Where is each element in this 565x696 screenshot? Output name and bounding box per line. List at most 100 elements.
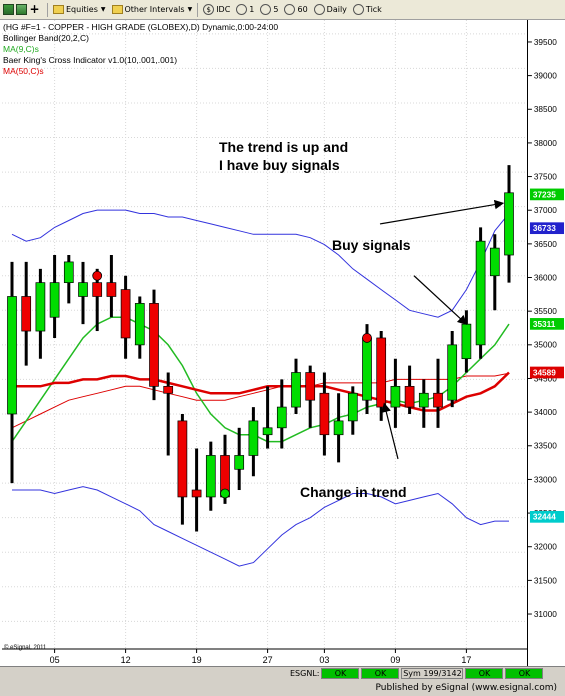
candle-up[interactable] [78,282,88,297]
candle-down[interactable] [433,392,443,408]
toolbar-icons: + [0,1,45,19]
candle-up[interactable] [234,455,245,470]
candle-down[interactable] [163,385,174,394]
price-label-box [529,318,565,330]
status-ok-1: OK [321,668,360,679]
legend-ma50: MA(50,C)s [3,66,44,76]
price-label: 36733 [533,224,556,233]
candle-up[interactable] [291,372,301,408]
candle-down[interactable] [319,392,330,436]
equities-dropdown[interactable]: Equities ▼ [50,1,109,19]
y-tick-label: 34500 [534,374,557,383]
other-intervals-dropdown[interactable]: Other Intervals ▼ [109,1,196,19]
candle-up[interactable] [35,282,46,332]
candle-down[interactable] [404,385,415,408]
x-tick-label: 19 [192,655,202,665]
candle-up[interactable] [504,192,514,256]
chevron-down-icon: ▼ [100,6,106,13]
status-ok-1-label: OK [334,669,347,678]
candle-down[interactable] [177,420,188,498]
toolbar-separator [197,2,199,17]
candle-up[interactable] [63,261,74,284]
candle-up[interactable] [205,455,216,498]
clock-icon [236,4,248,15]
chart-icon[interactable] [3,4,14,15]
candle-up[interactable] [262,427,273,436]
y-tick-label: 33500 [534,442,557,451]
footer: Published by eSignal (www.esignal.com) [0,680,565,696]
candle-up[interactable] [276,406,287,429]
candle-up[interactable] [461,323,472,360]
folder-icon [111,5,123,14]
price-label-box [529,366,565,379]
candle-up[interactable] [362,337,372,401]
y-tick-label: 32000 [534,543,557,552]
esgnl-label: ESGNL: [290,669,320,678]
ma50-line [12,371,510,412]
chart-legend: (HG #F=1 - COPPER - HIGH GRADE (GLOBEX),… [3,22,278,77]
candle-up[interactable] [134,303,145,346]
candle-up[interactable] [390,385,401,408]
legend-symbol: (HG #F=1 - COPPER - HIGH GRADE (GLOBEX),… [3,22,279,32]
annotation-buy-signals: Buy signals [332,237,411,253]
candle-down[interactable] [191,489,202,498]
interval-5-label: 5 [273,5,279,14]
x-tick-label: 12 [121,655,131,665]
y-tick-label: 31500 [534,576,557,585]
tick-button[interactable]: Tick [350,1,385,19]
candle-down[interactable] [21,296,32,332]
candle-up[interactable] [347,392,358,422]
y-tick-label: 36500 [534,240,557,249]
candle-up[interactable] [248,420,259,456]
y-tick-label: 34000 [534,408,557,417]
daily-label: Daily [326,5,347,14]
interval-1-button[interactable]: 1 [233,1,257,19]
clock-icon [313,4,325,15]
candle-up[interactable] [489,247,500,277]
price-axis[interactable]: 3100031500320003250033000335003400034500… [527,20,565,666]
candle-down[interactable] [92,282,103,297]
symbol-count-label: Sym 199/3142 [403,669,462,678]
idc-button[interactable]: $ IDC [200,1,233,19]
signal-dot [362,333,372,343]
candle-up[interactable] [475,240,486,346]
interval-60-label: 60 [297,5,308,14]
candle-up[interactable] [333,420,344,436]
status-ok-2: OK [361,668,400,679]
ma50-thin-line [11,372,510,429]
price-label: 32444 [533,513,556,522]
candle-up[interactable] [7,296,17,415]
daily-button[interactable]: Daily [311,1,350,19]
candle-down[interactable] [305,372,316,401]
candle-up[interactable] [418,392,429,408]
add-icon[interactable]: + [29,2,40,16]
candle-up[interactable] [447,344,458,401]
candle-up[interactable] [49,282,60,318]
equities-label: Equities [66,5,98,14]
chart-type-icon[interactable] [16,4,27,15]
candle-down[interactable] [149,303,159,387]
status-ok-3: OK [465,668,504,679]
arrow-to-latest-bar [379,199,505,225]
interval-60-button[interactable]: 60 [281,1,310,19]
toolbar-separator [47,2,48,17]
chevron-down-icon: ▼ [187,6,193,13]
x-tick-label: 27 [263,655,273,665]
candle-down[interactable] [376,337,387,408]
legend-ma9: MA(9,C)s [3,44,39,54]
legend-bollinger: Bollinger Band(20,2,C) [3,33,89,43]
interval-5-button[interactable]: 5 [257,1,281,19]
status-ok-2-label: OK [374,669,387,678]
price-chart[interactable]: 05 12 19 27 03 09 17 [2,20,527,666]
y-tick-label: 36000 [534,273,557,282]
x-tick-label: 05 [50,655,60,665]
price-label: 37235 [533,190,556,199]
x-tick-label: 03 [319,655,329,665]
y-tick-label: 35500 [534,307,557,316]
price-label-box [529,222,565,235]
interval-1-label: 1 [249,5,255,14]
candle-down[interactable] [106,282,117,297]
candle-down[interactable] [120,289,131,339]
status-ok-4-label: OK [518,669,531,678]
